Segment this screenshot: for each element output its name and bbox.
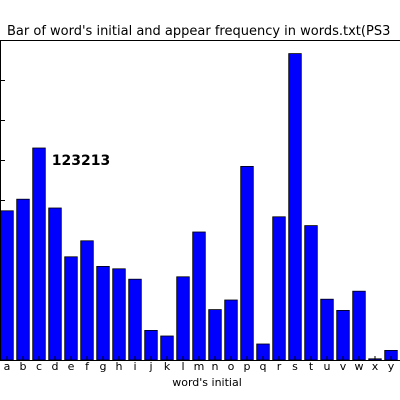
x-tick-label-b: b	[20, 360, 27, 373]
bar-m	[193, 232, 206, 360]
x-tick-label-h: h	[116, 360, 123, 373]
x-tick-label-j: j	[148, 360, 152, 373]
bar-c	[33, 148, 46, 360]
bar-l	[177, 277, 190, 360]
x-tick-label-l: l	[181, 360, 184, 373]
bar-g	[97, 266, 110, 360]
x-tick-label-r: r	[277, 360, 282, 373]
bar-v	[337, 310, 350, 360]
bar-p	[241, 166, 254, 360]
bar-a	[1, 211, 14, 360]
bar-i	[129, 279, 142, 360]
x-tick-label-k: k	[164, 360, 171, 373]
x-tick-label-p: p	[244, 360, 251, 373]
chart-title: Bar of word's initial and appear frequen…	[7, 24, 390, 39]
x-tick-label-s: s	[292, 360, 298, 373]
bar-s	[289, 54, 302, 360]
bar-w	[353, 291, 366, 360]
x-tick-label-v: v	[340, 360, 347, 373]
x-tick-label-t: t	[309, 360, 314, 373]
x-tick-label-u: u	[324, 360, 331, 373]
bar-d	[49, 208, 62, 360]
x-tick-label-x: x	[372, 360, 379, 373]
bar-n	[209, 310, 222, 360]
x-tick-label-d: d	[52, 360, 59, 373]
x-tick-label-e: e	[68, 360, 75, 373]
bar-h	[113, 269, 126, 360]
bar-u	[321, 299, 334, 360]
bar-e	[65, 257, 78, 360]
x-axis-label: word's initial	[172, 376, 242, 389]
x-tick-label-c: c	[36, 360, 42, 373]
x-tick-label-o: o	[228, 360, 235, 373]
bar-t	[305, 226, 318, 360]
x-tick-label-n: n	[212, 360, 219, 373]
x-tick-label-y: y	[388, 360, 395, 373]
x-tick-label-w: w	[355, 360, 364, 373]
bar-o	[225, 300, 238, 360]
bar-j	[145, 330, 158, 360]
bar-f	[81, 241, 94, 360]
bar-r	[273, 217, 286, 360]
bar-b	[17, 199, 30, 360]
annotation-label: 123213	[52, 153, 110, 169]
x-tick-label-f: f	[85, 360, 90, 373]
x-tick-label-q: q	[260, 360, 267, 373]
x-tick-label-g: g	[100, 360, 107, 373]
x-tick-label-m: m	[194, 360, 205, 373]
x-tick-label-a: a	[4, 360, 11, 373]
x-tick-label-i: i	[133, 360, 136, 373]
plot-area: a b c d e f g h i j k l m n o p q r s t u v w x y 123213	[0, 40, 400, 373]
